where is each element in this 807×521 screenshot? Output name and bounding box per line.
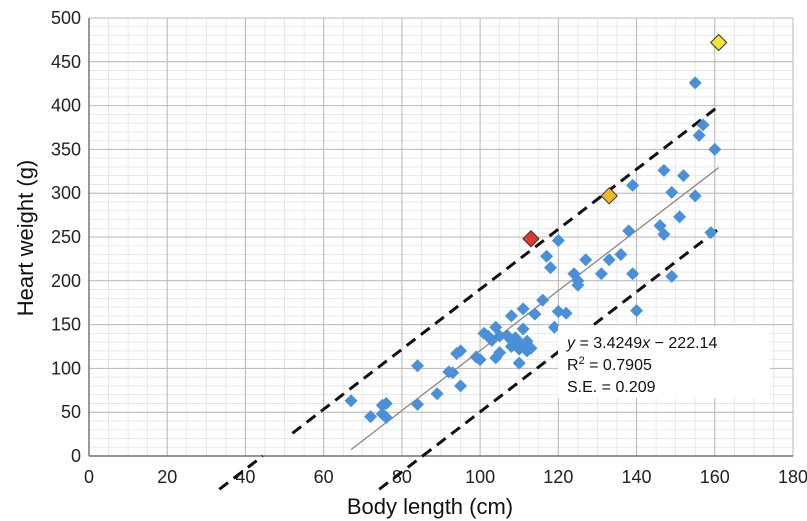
data-point bbox=[571, 274, 585, 288]
data-point bbox=[688, 76, 702, 90]
data-point bbox=[692, 128, 706, 142]
x-axis-label: Body length (cm) bbox=[347, 494, 513, 519]
y-tick-label: 450 bbox=[51, 52, 81, 72]
data-point bbox=[540, 249, 554, 263]
y-tick-label: 400 bbox=[51, 96, 81, 116]
data-point bbox=[559, 306, 573, 320]
data-point bbox=[504, 333, 518, 347]
data-point bbox=[614, 248, 628, 262]
equation-text: y = 3.4249x − 222.14 bbox=[566, 335, 717, 352]
data-point bbox=[708, 142, 722, 156]
annotation-box bbox=[558, 326, 770, 398]
data-point bbox=[630, 304, 644, 318]
data-point bbox=[665, 185, 679, 199]
y-tick-label: 500 bbox=[51, 8, 81, 28]
data-point bbox=[379, 396, 393, 410]
r-squared-text: R2 = 0.7905 bbox=[567, 355, 652, 374]
data-point bbox=[493, 329, 507, 343]
confidence-band-extension bbox=[378, 454, 424, 491]
data-point bbox=[493, 346, 507, 360]
data-point bbox=[551, 234, 565, 248]
data-point bbox=[344, 394, 358, 408]
standard-error-text: S.E. = 0.209 bbox=[567, 379, 656, 396]
highlighted-data-point bbox=[709, 33, 728, 52]
x-tick-label: 160 bbox=[700, 467, 730, 487]
data-point bbox=[411, 359, 425, 373]
x-tick-label: 0 bbox=[84, 467, 94, 487]
equation-annotation: y = 3.4249x − 222.14 R2 = 0.7905 S.E. = … bbox=[558, 326, 770, 398]
x-tick-label: 60 bbox=[314, 467, 334, 487]
highlighted-points bbox=[522, 33, 728, 248]
x-tick-label: 40 bbox=[235, 467, 255, 487]
highlighted-data-point bbox=[600, 187, 618, 205]
data-point bbox=[696, 118, 710, 132]
x-tick-label: 100 bbox=[465, 467, 495, 487]
data-point bbox=[411, 397, 425, 411]
data-point bbox=[622, 224, 636, 238]
x-tick-label: 180 bbox=[778, 467, 807, 487]
data-point bbox=[665, 269, 679, 283]
data-point bbox=[504, 309, 518, 323]
data-point bbox=[547, 320, 561, 334]
data-point bbox=[676, 169, 690, 183]
data-point bbox=[454, 344, 468, 358]
data-point bbox=[473, 353, 487, 367]
y-tick-label: 50 bbox=[61, 402, 81, 422]
data-point bbox=[688, 189, 702, 203]
data-point bbox=[602, 253, 616, 267]
y-tick-label: 0 bbox=[71, 446, 81, 466]
data-point bbox=[594, 267, 608, 281]
data-point bbox=[528, 307, 542, 321]
data-point bbox=[364, 410, 378, 424]
y-axis-label: Heart weight (g) bbox=[13, 160, 38, 317]
x-tick-label: 80 bbox=[392, 467, 412, 487]
data-point bbox=[454, 379, 468, 393]
data-point bbox=[536, 293, 550, 307]
highlighted-data-point bbox=[522, 230, 540, 248]
data-point bbox=[446, 366, 460, 380]
y-tick-label: 100 bbox=[51, 358, 81, 378]
data-point bbox=[430, 387, 444, 401]
x-tick-label: 120 bbox=[543, 467, 573, 487]
data-point bbox=[524, 341, 538, 355]
data-point bbox=[516, 322, 530, 336]
y-tick-label: 250 bbox=[51, 227, 81, 247]
y-tick-label: 350 bbox=[51, 139, 81, 159]
x-tick-label: 20 bbox=[157, 467, 177, 487]
data-point bbox=[673, 210, 687, 224]
data-point bbox=[579, 253, 593, 267]
data-point bbox=[704, 226, 718, 240]
y-tick-labels: 0 50 100 150 200 250 300 350 400 450 500 bbox=[51, 8, 81, 466]
data-point bbox=[657, 227, 671, 241]
confidence-band-extension bbox=[218, 454, 264, 491]
x-tick-labels: 0 20 40 60 80 100 120 140 160 180 bbox=[84, 467, 807, 487]
data-point bbox=[516, 302, 530, 316]
data-point bbox=[512, 356, 526, 370]
data-point bbox=[657, 163, 671, 177]
data-point bbox=[544, 261, 558, 275]
y-tick-label: 150 bbox=[51, 315, 81, 335]
data-point bbox=[626, 178, 640, 192]
y-tick-label: 300 bbox=[51, 183, 81, 203]
y-tick-label: 200 bbox=[51, 271, 81, 291]
data-point bbox=[379, 410, 393, 424]
x-tick-label: 140 bbox=[622, 467, 652, 487]
data-point bbox=[626, 267, 640, 281]
